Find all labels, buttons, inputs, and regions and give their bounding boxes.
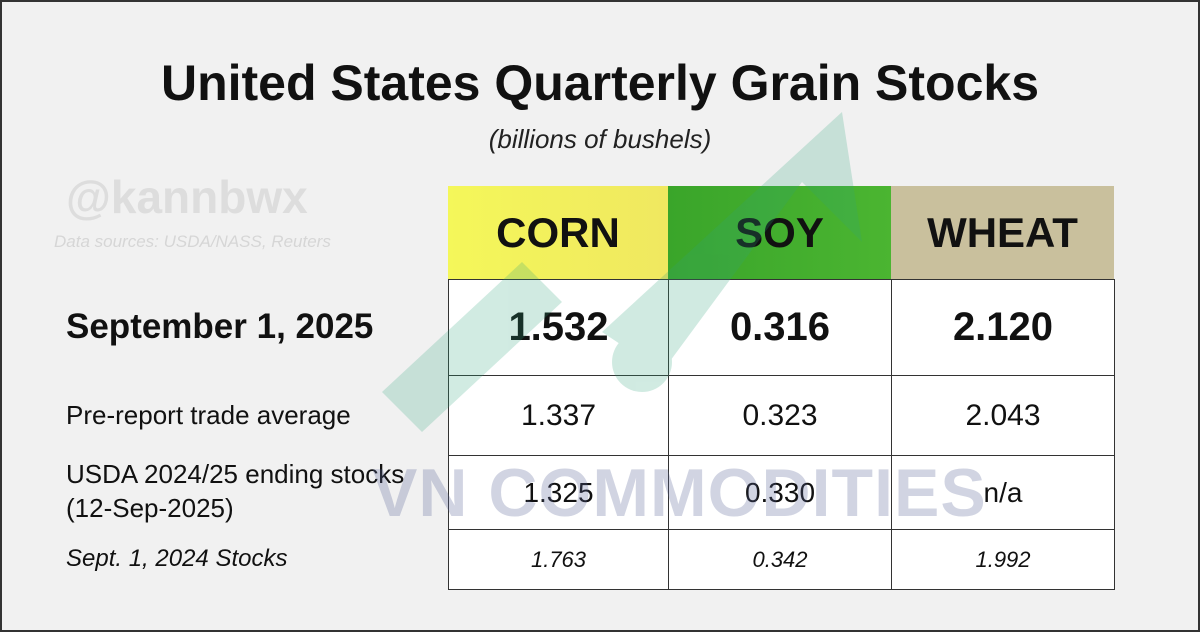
table-cell: 1.325 [448, 455, 669, 530]
table-cell: 2.120 [891, 279, 1115, 376]
table-cell: 1.992 [891, 529, 1115, 590]
row-label: September 1, 2025 [66, 307, 374, 346]
row-label: Sept. 1, 2024 Stocks [66, 545, 288, 572]
sources: Data sources: USDA/NASS, Reuters [54, 232, 331, 251]
table-cell: 1.763 [448, 529, 669, 590]
table-cell: 0.316 [668, 279, 892, 376]
table-cell: 1.337 [448, 375, 669, 456]
title: United States Quarterly Grain Stocks [160, 55, 1040, 111]
table-cell: 0.342 [668, 529, 892, 590]
table-cell: 1.532 [448, 279, 669, 376]
watermark: VN COMMODITIES [372, 455, 987, 531]
table-cell: 2.043 [891, 375, 1115, 456]
column-header: SOY [668, 186, 891, 279]
row-label: USDA 2024/25 ending stocks (12-Sep-2025) [66, 459, 405, 523]
column-header: CORN [448, 186, 668, 279]
subtitle: (billions of bushels) [488, 124, 712, 154]
table-cell: 0.323 [668, 375, 892, 456]
column-header: WHEAT [891, 186, 1114, 279]
row-label: Pre-report trade average [66, 399, 351, 430]
handle-watermark: @kannbwx [66, 171, 308, 223]
